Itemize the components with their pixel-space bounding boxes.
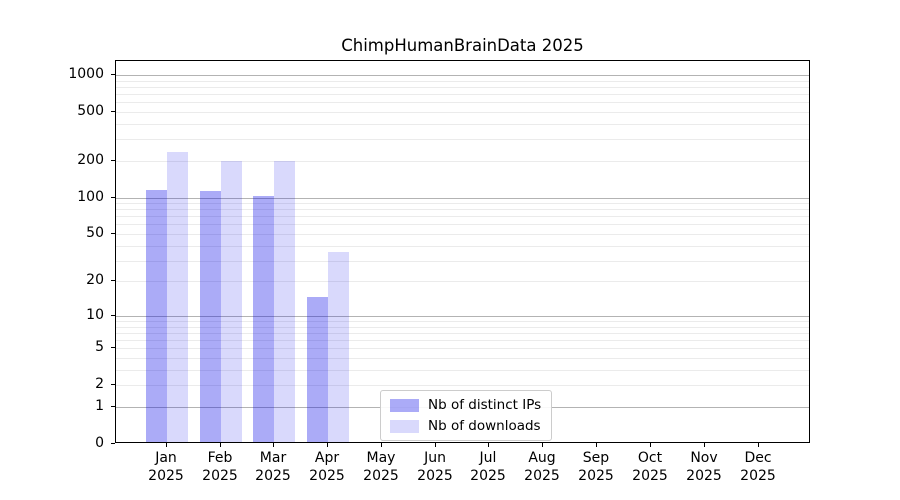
x-tick-mark [327, 443, 328, 447]
minor-gridline [116, 87, 809, 88]
x-tick-label: Oct 2025 [632, 450, 668, 484]
y-tick-mark [111, 347, 115, 348]
legend-label-distinct-ips: Nb of distinct IPs [428, 397, 542, 413]
y-tick-label: 200 [77, 152, 104, 168]
minor-gridline [116, 216, 809, 217]
x-tick-mark [704, 443, 705, 447]
y-tick-label: 1 [95, 398, 104, 414]
x-tick-mark [488, 443, 489, 447]
y-tick-label: 1000 [68, 66, 104, 82]
x-tick-mark [758, 443, 759, 447]
x-tick-label: Aug 2025 [524, 450, 560, 484]
legend-item-distinct-ips: Nb of distinct IPs [390, 397, 541, 413]
x-tick-label: Dec 2025 [740, 450, 776, 484]
minor-gridline [116, 327, 809, 328]
bar-distinct-ips [145, 190, 167, 442]
y-tick-mark [111, 315, 115, 316]
bar-distinct-ips [307, 297, 329, 442]
bar-distinct-ips [253, 196, 275, 442]
x-tick-label: Jan 2025 [148, 450, 184, 484]
x-tick-label: Mar 2025 [255, 450, 291, 484]
minor-gridline [116, 234, 809, 235]
minor-gridline [116, 321, 809, 322]
minor-gridline [116, 261, 809, 262]
x-tick-mark [166, 443, 167, 447]
minor-gridline [116, 112, 809, 113]
y-tick-label: 5 [95, 339, 104, 355]
x-tick-mark [596, 443, 597, 447]
x-tick-label: May 2025 [363, 450, 399, 484]
bar-downloads [328, 252, 350, 442]
x-tick-mark [273, 443, 274, 447]
minor-gridline [116, 348, 809, 349]
y-tick-mark [111, 233, 115, 234]
legend-swatch-downloads-icon [390, 419, 419, 433]
minor-gridline [116, 124, 809, 125]
x-tick-label: Nov 2025 [686, 450, 722, 484]
y-tick-label: 50 [86, 225, 104, 241]
y-tick-label: 10 [86, 307, 104, 323]
major-gridline [116, 198, 809, 199]
x-tick-mark [220, 443, 221, 447]
minor-gridline [116, 358, 809, 359]
y-tick-mark [111, 384, 115, 385]
minor-gridline [116, 203, 809, 204]
minor-gridline [116, 340, 809, 341]
y-tick-mark [111, 74, 115, 75]
bar-downloads [274, 161, 296, 442]
y-tick-mark [111, 406, 115, 407]
minor-gridline [116, 94, 809, 95]
bar-downloads [166, 152, 188, 442]
minor-gridline [116, 370, 809, 371]
x-tick-mark [381, 443, 382, 447]
minor-gridline [116, 281, 809, 282]
minor-gridline [116, 209, 809, 210]
y-tick-mark [111, 197, 115, 198]
minor-gridline [116, 81, 809, 82]
minor-gridline [116, 139, 809, 140]
minor-gridline [116, 333, 809, 334]
y-tick-mark [111, 443, 115, 444]
x-tick-mark [650, 443, 651, 447]
minor-gridline [116, 246, 809, 247]
x-tick-label: Jul 2025 [470, 450, 506, 484]
y-tick-mark [111, 160, 115, 161]
chart-title: ChimpHumanBrainData 2025 [341, 36, 584, 55]
x-tick-mark [542, 443, 543, 447]
major-gridline [116, 75, 809, 76]
bar-downloads [220, 161, 242, 442]
legend: Nb of distinct IPs Nb of downloads [380, 390, 553, 441]
y-tick-label: 100 [77, 189, 104, 205]
legend-label-downloads: Nb of downloads [428, 418, 541, 434]
minor-gridline [116, 161, 809, 162]
minor-gridline [116, 385, 809, 386]
bar-distinct-ips [199, 191, 221, 442]
y-tick-mark [111, 280, 115, 281]
y-tick-label: 0 [95, 435, 104, 451]
y-tick-label: 20 [86, 272, 104, 288]
y-tick-mark [111, 111, 115, 112]
y-tick-label: 2 [95, 376, 104, 392]
legend-swatch-distinct-ips-icon [390, 398, 419, 412]
x-tick-label: Feb 2025 [202, 450, 238, 484]
y-tick-label: 500 [77, 103, 104, 119]
legend-item-downloads: Nb of downloads [390, 418, 541, 434]
plot-area: Nb of distinct IPs Nb of downloads [115, 60, 810, 443]
minor-gridline [116, 224, 809, 225]
x-tick-label: Sep 2025 [578, 450, 614, 484]
major-gridline [116, 316, 809, 317]
x-tick-label: Apr 2025 [309, 450, 345, 484]
x-tick-label: Jun 2025 [417, 450, 453, 484]
minor-gridline [116, 102, 809, 103]
x-tick-mark [435, 443, 436, 447]
